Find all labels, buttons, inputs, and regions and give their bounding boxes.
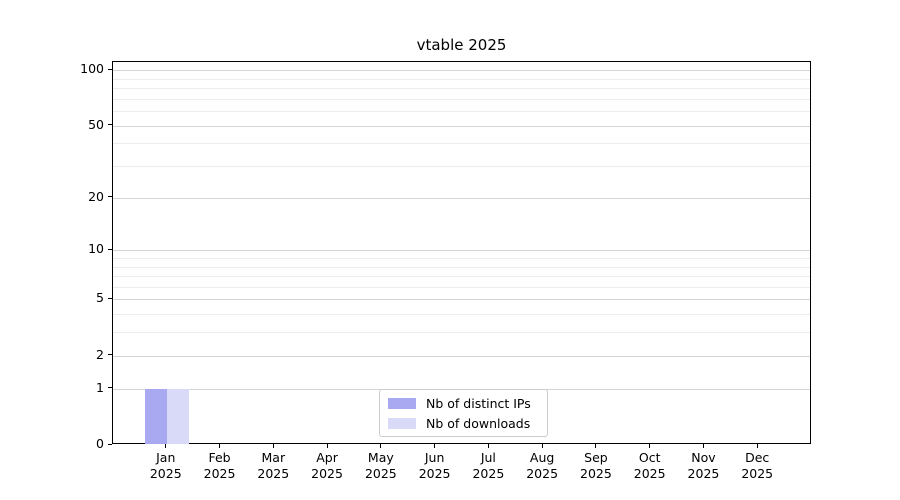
legend-label: Nb of downloads xyxy=(426,415,531,431)
y-tick-label: 10 xyxy=(88,241,104,257)
x-tick-label: Sep 2025 xyxy=(580,450,612,481)
bar-distinct-ips xyxy=(144,388,167,444)
y-tick-label: 20 xyxy=(88,188,104,204)
y-tick-mark xyxy=(108,354,112,356)
x-tick-label: Mar 2025 xyxy=(257,450,290,481)
x-tick-mark xyxy=(756,444,758,448)
x-tick-label: Feb 2025 xyxy=(203,450,236,481)
chart-title: vtable 2025 xyxy=(416,36,507,54)
minor-gridline xyxy=(113,258,810,259)
major-gridline xyxy=(113,197,810,199)
x-tick-label: Nov 2025 xyxy=(687,450,720,481)
x-tick-mark xyxy=(702,444,704,448)
y-tick-label: 2 xyxy=(96,346,104,362)
x-tick-mark xyxy=(487,444,489,448)
legend-swatch xyxy=(388,417,416,429)
x-tick-mark xyxy=(595,444,597,448)
legend-item: Nb of distinct IPs xyxy=(388,395,539,412)
x-tick-label: Oct 2025 xyxy=(633,450,666,481)
y-tick-label: 50 xyxy=(88,116,104,132)
x-tick-mark xyxy=(326,444,328,448)
x-tick-mark xyxy=(219,444,221,448)
major-gridline xyxy=(113,299,810,301)
y-tick-label: 1 xyxy=(96,379,104,395)
x-tick-mark xyxy=(165,444,167,448)
y-tick-mark xyxy=(108,68,112,70)
minor-gridline xyxy=(113,286,810,288)
minor-gridline xyxy=(113,143,810,145)
y-tick-mark xyxy=(108,387,112,389)
x-tick-label: Apr 2025 xyxy=(311,450,343,481)
major-gridline xyxy=(113,70,810,72)
minor-gridline xyxy=(113,88,810,90)
x-tick-mark xyxy=(380,444,382,448)
y-tick-mark xyxy=(108,248,112,250)
y-tick-mark xyxy=(108,124,112,126)
minor-gridline xyxy=(113,78,810,80)
minor-gridline xyxy=(113,111,810,113)
major-gridline xyxy=(113,355,810,357)
legend-label: Nb of distinct IPs xyxy=(426,395,531,411)
plot-area xyxy=(112,61,811,444)
y-tick-label: 0 xyxy=(96,436,104,451)
minor-gridline xyxy=(113,276,810,278)
major-gridline xyxy=(113,250,810,252)
x-tick-label: Jul 2025 xyxy=(472,450,505,481)
major-gridline xyxy=(113,125,810,127)
x-tick-label: Aug 2025 xyxy=(526,450,559,481)
x-tick-label: Dec 2025 xyxy=(741,450,774,481)
x-tick-label: Jun 2025 xyxy=(418,450,451,481)
x-tick-mark xyxy=(272,444,274,448)
x-tick-label: Jan 2025 xyxy=(149,450,182,481)
y-tick-label: 5 xyxy=(96,290,104,306)
x-tick-mark xyxy=(541,444,543,448)
minor-gridline xyxy=(113,266,810,268)
x-tick-mark xyxy=(434,444,436,448)
legend-swatch xyxy=(388,397,416,409)
minor-gridline xyxy=(113,314,810,316)
minor-gridline xyxy=(113,166,810,168)
x-tick-label: May 2025 xyxy=(364,450,397,481)
legend: Nb of distinct IPs Nb of downloads xyxy=(379,389,548,437)
y-tick-mark xyxy=(108,443,112,445)
minor-gridline xyxy=(113,332,810,334)
legend-item: Nb of downloads xyxy=(388,415,539,432)
bar-downloads xyxy=(166,388,189,444)
y-tick-mark xyxy=(108,196,112,198)
y-tick-label: 100 xyxy=(80,61,104,77)
y-tick-mark xyxy=(108,297,112,299)
x-tick-mark xyxy=(649,444,651,448)
minor-gridline xyxy=(113,98,810,100)
